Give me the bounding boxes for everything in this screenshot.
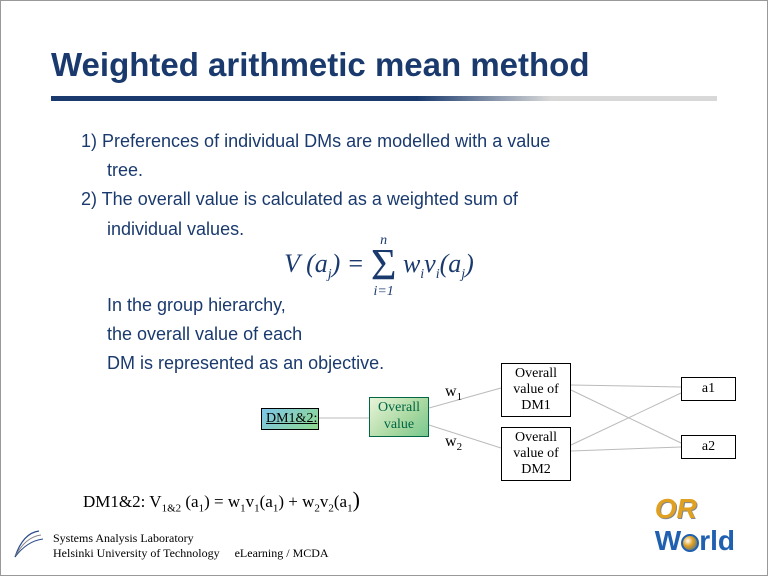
- formula-w: w: [403, 249, 420, 278]
- footer-uni: Helsinki University of Technology eLearn…: [53, 546, 329, 561]
- sum-lower: i=1: [373, 287, 393, 297]
- footer-logo: OR Wrld: [655, 493, 735, 557]
- formula-lhs: V (a: [284, 249, 328, 278]
- slide-title: Weighted arithmetic mean method: [51, 46, 717, 84]
- node-a2: a2: [681, 435, 736, 459]
- node-dm2: Overallvalue ofDM2: [501, 427, 571, 481]
- formula-eq: ) =: [332, 249, 371, 278]
- formula: V (aj) = Σni=1 wivi(aj): [61, 246, 697, 285]
- point-1-line2: tree.: [81, 158, 717, 183]
- point-2-line2: individual values.: [81, 217, 717, 242]
- label-w2: w2: [445, 433, 462, 453]
- hierarchy-diagram: DM1&2: Overall value w1 w2 Overallvalue …: [261, 353, 751, 483]
- footer-left: Systems Analysis Laboratory Helsinki Uni…: [53, 531, 329, 561]
- para3-line1: In the group hierarchy,: [107, 293, 717, 318]
- content-area: 1) Preferences of individual DMs are mod…: [1, 111, 767, 376]
- point-1-line1: 1) Preferences of individual DMs are mod…: [81, 129, 717, 154]
- node-dm1: Overallvalue ofDM1: [501, 363, 571, 417]
- sum-upper: n: [380, 236, 387, 246]
- formula-v: v: [424, 249, 436, 278]
- point-2-line1: 2) The overall value is calculated as a …: [81, 187, 717, 212]
- title-underline: [51, 96, 717, 101]
- formula-close: ): [465, 249, 474, 278]
- para3-line2: the overall value of each: [107, 322, 717, 347]
- logo-world: Wrld: [655, 525, 735, 556]
- lab-logo-icon: [9, 525, 45, 561]
- globe-icon: [681, 534, 699, 552]
- label-w1: w1: [445, 383, 462, 403]
- node-dm12: DM1&2:: [261, 408, 319, 430]
- footer-lab: Systems Analysis Laboratory: [53, 531, 329, 546]
- sigma-icon: Σni=1: [371, 250, 397, 281]
- equation-line: DM1&2: V1&2 (a1) = w1v1(a1) + w2v2(a1): [83, 487, 360, 514]
- formula-open: (a: [440, 249, 462, 278]
- node-overall: Overall value: [369, 397, 429, 437]
- node-a1: a1: [681, 377, 736, 401]
- logo-or: OR: [655, 493, 697, 524]
